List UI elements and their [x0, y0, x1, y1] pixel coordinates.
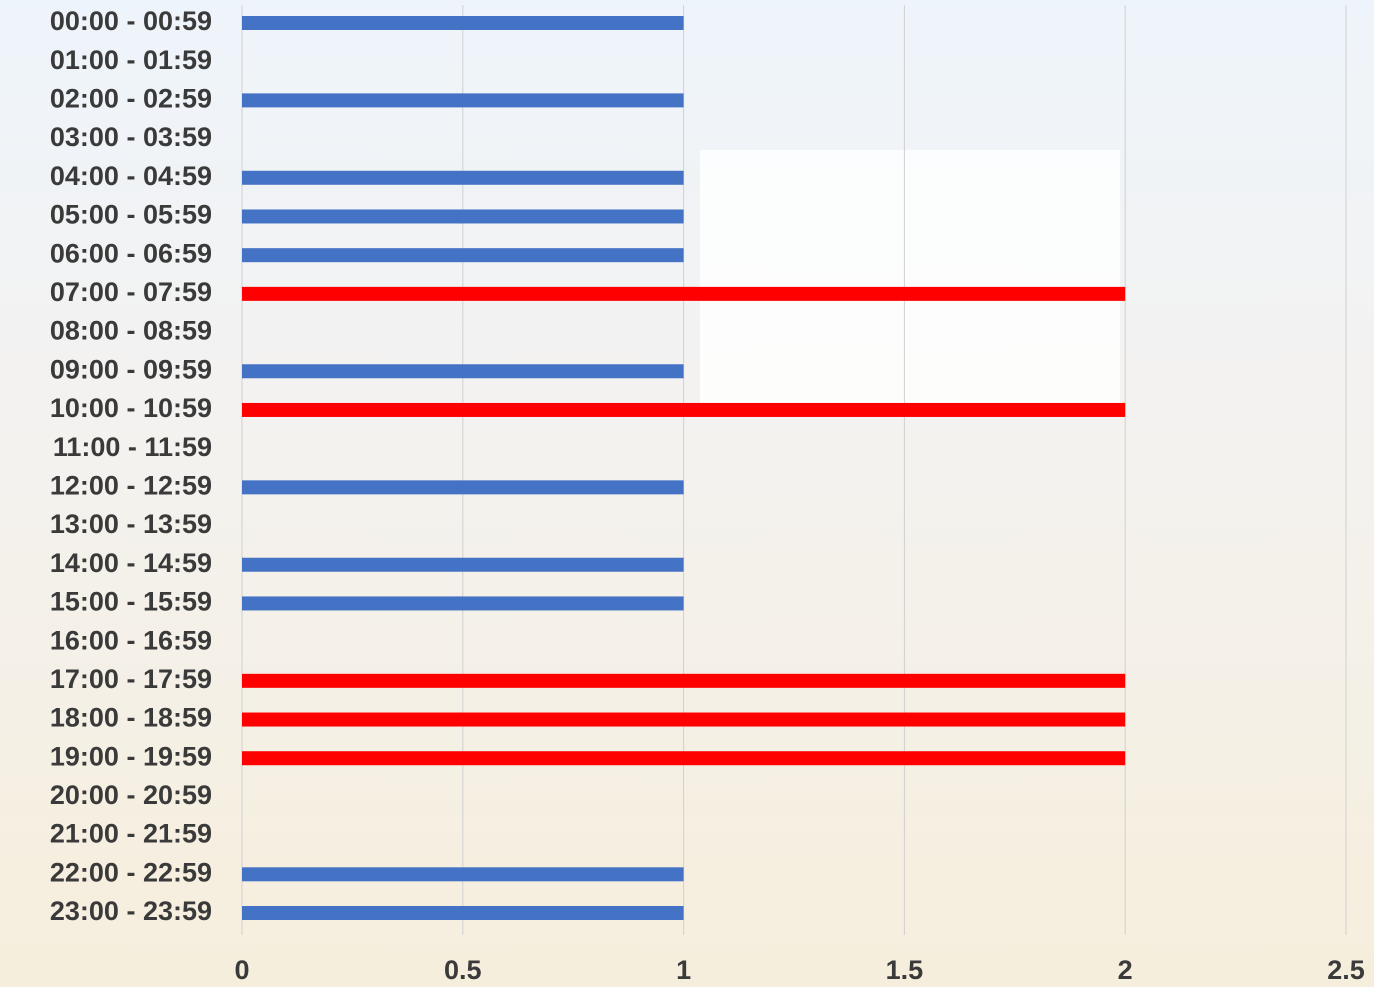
bar — [242, 286, 1126, 301]
bar — [242, 906, 684, 920]
bar — [242, 248, 684, 263]
y-tick-label: 08:00 - 08:59 — [50, 316, 212, 346]
y-tick-label: 22:00 - 22:59 — [50, 857, 212, 887]
bar — [242, 596, 684, 611]
bar — [242, 209, 684, 224]
x-tick-label: 2.5 — [1327, 955, 1365, 985]
bar — [242, 480, 684, 495]
y-tick-label: 09:00 - 09:59 — [50, 354, 212, 384]
y-tick-label: 01:00 - 01:59 — [50, 45, 212, 75]
bar — [242, 402, 1126, 417]
bar — [242, 16, 684, 30]
y-tick-label: 21:00 - 21:59 — [50, 819, 212, 849]
bar — [242, 364, 684, 379]
y-tick-label: 07:00 - 07:59 — [50, 277, 212, 307]
bar — [242, 751, 1126, 766]
x-tick-label: 1.5 — [886, 955, 924, 985]
bar — [242, 557, 684, 572]
y-tick-label: 06:00 - 06:59 — [50, 238, 212, 268]
background-shape — [700, 150, 1120, 410]
y-tick-label: 23:00 - 23:59 — [50, 896, 212, 926]
x-tick-label: 1 — [676, 955, 691, 985]
bar — [242, 712, 1126, 727]
x-tick-label: 2 — [1118, 955, 1133, 985]
y-tick-label: 17:00 - 17:59 — [50, 664, 212, 694]
y-tick-label: 00:00 - 00:59 — [50, 6, 212, 36]
bar — [242, 93, 684, 108]
y-tick-label: 05:00 - 05:59 — [50, 200, 212, 230]
y-tick-label: 03:00 - 03:59 — [50, 122, 212, 152]
y-tick-label: 02:00 - 02:59 — [50, 84, 212, 114]
y-tick-label: 14:00 - 14:59 — [50, 548, 212, 578]
y-tick-label: 19:00 - 19:59 — [50, 741, 212, 771]
y-tick-label: 13:00 - 13:59 — [50, 509, 212, 539]
y-tick-label: 11:00 - 11:59 — [53, 432, 212, 462]
y-tick-label: 18:00 - 18:59 — [50, 703, 212, 733]
y-tick-label: 15:00 - 15:59 — [50, 587, 212, 617]
y-tick-label: 16:00 - 16:59 — [50, 625, 212, 655]
x-tick-label: 0 — [234, 955, 249, 985]
bar — [242, 673, 1126, 688]
x-tick-label: 0.5 — [444, 955, 482, 985]
y-tick-label: 10:00 - 10:59 — [50, 393, 212, 423]
y-tick-label: 04:00 - 04:59 — [50, 161, 212, 191]
y-tick-label: 12:00 - 12:59 — [50, 470, 212, 500]
bar — [242, 170, 684, 185]
bar — [242, 867, 684, 882]
y-tick-label: 20:00 - 20:59 — [50, 780, 212, 810]
